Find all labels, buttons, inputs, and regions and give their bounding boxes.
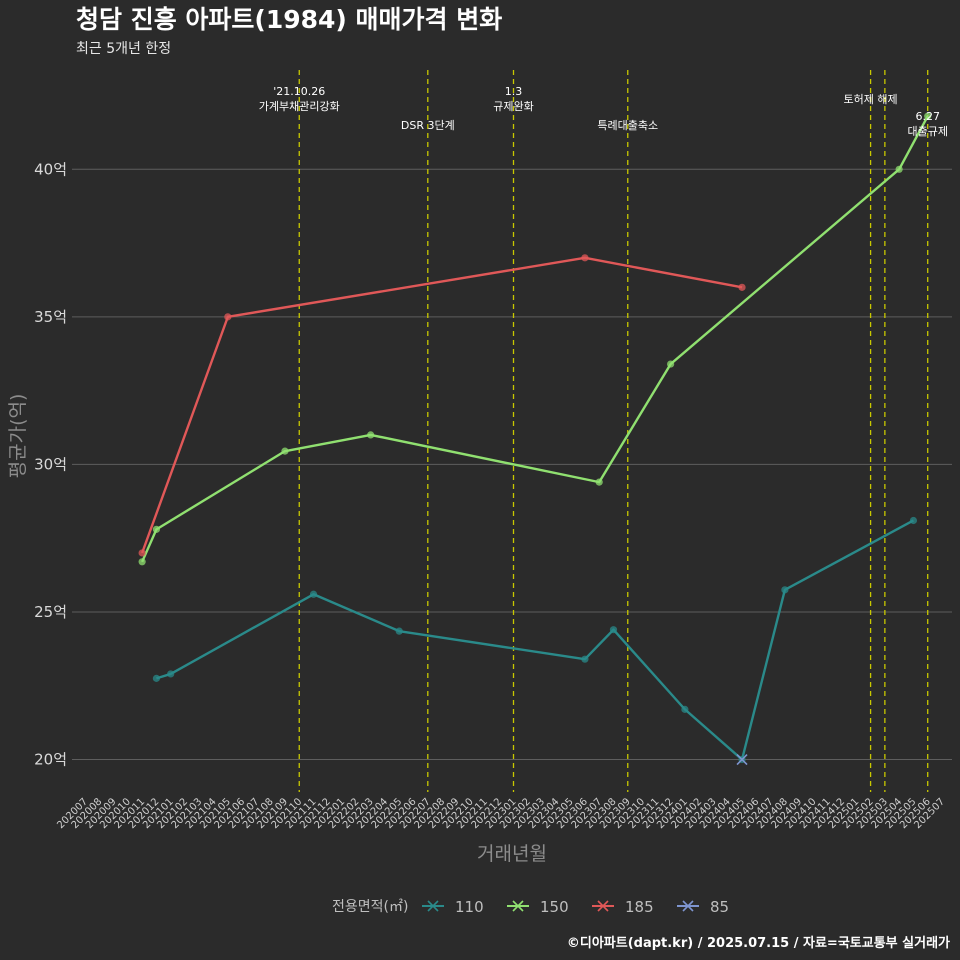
legend: 전용면적(㎡) 110 150 185 85	[332, 898, 729, 916]
event-annotation: 1.3	[505, 85, 523, 98]
data-point	[736, 753, 748, 766]
event-annotation: DSR 3단계	[401, 119, 455, 132]
series-lines	[138, 112, 932, 766]
series-185	[138, 254, 746, 557]
legend-label: 185	[625, 898, 654, 916]
legend-key-marker	[512, 900, 524, 912]
y-tick-label: 20억	[34, 751, 67, 769]
series-85	[736, 753, 748, 766]
y-tick-label: 40억	[34, 160, 67, 178]
data-point	[924, 112, 932, 120]
legend-item-85: 85	[677, 898, 729, 916]
series-line-150	[141, 115, 929, 563]
event-annotation: 가계부채관리강화	[259, 100, 340, 113]
event-annotation: 토허제 해제	[844, 92, 898, 106]
legend-key-marker	[682, 900, 694, 912]
data-point	[909, 516, 918, 525]
legend-label: 110	[455, 898, 484, 916]
data-point	[895, 165, 903, 173]
data-point	[609, 626, 618, 634]
data-point	[224, 313, 232, 321]
y-tick-label: 35억	[34, 308, 67, 326]
data-point	[152, 674, 161, 682]
event-lines	[298, 70, 929, 792]
chart-title: 청담 진흥 아파트(1984) 매매가격 변화	[76, 5, 502, 34]
data-point	[681, 705, 689, 713]
legend-key-marker	[427, 900, 439, 912]
legend-title: 전용면적(㎡)	[332, 899, 408, 915]
event-annotation: '21.10.26	[273, 85, 325, 98]
data-point	[595, 478, 603, 486]
y-tick-label: 30억	[34, 455, 67, 473]
data-point	[309, 590, 318, 598]
y-tick-label: 25억	[34, 603, 67, 621]
data-point	[738, 283, 746, 291]
x-axis-ticks: 2020072020082020092020102020112020122021…	[55, 796, 947, 831]
series-150	[138, 112, 932, 566]
legend-label: 150	[540, 898, 569, 916]
event-annotation: 대출규제	[907, 125, 947, 138]
y-axis-title: 평균가(억)	[7, 394, 29, 479]
legend-key-marker	[597, 900, 609, 912]
legend-item-150: 150	[507, 898, 569, 916]
data-point	[367, 431, 375, 439]
event-annotation: 6.27	[915, 110, 940, 123]
legend-item-185: 185	[592, 898, 654, 916]
data-point	[581, 254, 589, 262]
series-line-185	[141, 256, 743, 554]
legend-label: 85	[710, 898, 729, 916]
data-point	[152, 525, 161, 533]
data-point	[138, 549, 146, 557]
source-caption: ©디아파트(dapt.kr) / 2025.07.15 / 자료=국토교통부 실…	[567, 935, 950, 951]
chart-subtitle: 최근 5개년 한정	[76, 41, 171, 57]
series-110	[152, 516, 918, 764]
series-line-110	[156, 519, 915, 761]
data-point	[781, 586, 789, 594]
data-point	[138, 558, 146, 566]
data-point	[281, 447, 289, 455]
data-point	[167, 670, 175, 678]
data-point	[667, 360, 675, 368]
event-annotation: 규제완화	[493, 100, 533, 113]
legend-item-110: 110	[422, 898, 484, 916]
data-point	[581, 655, 589, 663]
x-axis-title: 거래년월	[477, 843, 547, 865]
data-point	[395, 627, 403, 635]
y-axis-ticks: 20억 25억 30억 35억 40억	[34, 160, 67, 768]
event-annotation: 특례대출축소	[597, 119, 658, 132]
